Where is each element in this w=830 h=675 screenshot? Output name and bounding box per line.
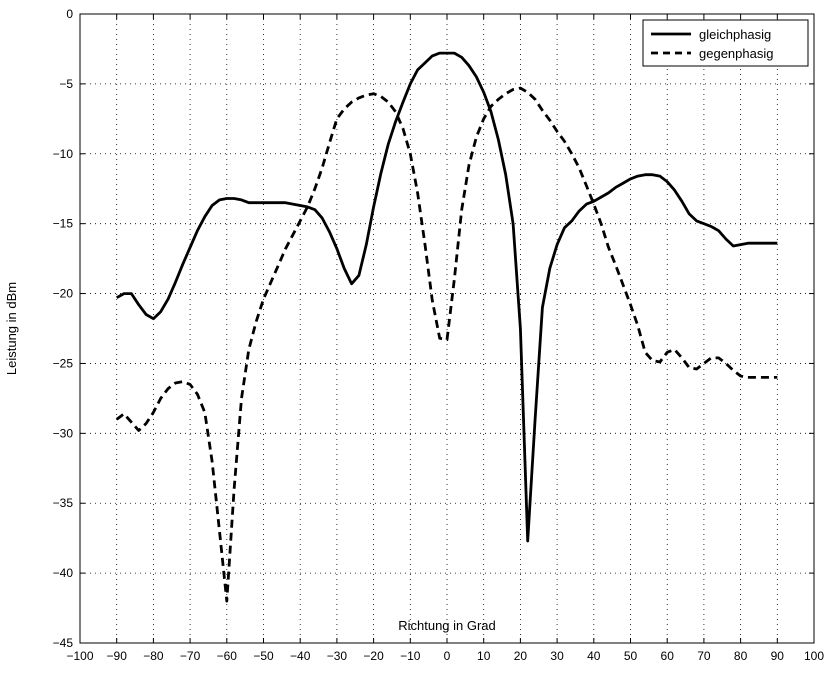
legend: gleichphasig gegenphasig xyxy=(642,19,809,67)
x-tick-label: 10 xyxy=(477,649,491,663)
legend-label-gegenphasig: gegenphasig xyxy=(699,46,773,61)
x-tick-label: 0 xyxy=(444,649,451,663)
y-tick-label: −20 xyxy=(53,287,74,301)
x-tick-label: −30 xyxy=(327,649,348,663)
x-tick-label: −60 xyxy=(217,649,238,663)
x-axis-label: Richtung in Grad xyxy=(398,618,496,633)
x-tick-label: 30 xyxy=(550,649,564,663)
x-tick-label: 100 xyxy=(804,649,824,663)
x-tick-label: 60 xyxy=(661,649,675,663)
x-tick-label: 20 xyxy=(514,649,528,663)
x-tick-label: 70 xyxy=(697,649,711,663)
y-tick-labels: 0 −5 −10 −15 −20 −25 −30 −35 −40 −45 xyxy=(53,7,74,650)
x-tick-label: 90 xyxy=(771,649,785,663)
y-tick-label: −25 xyxy=(53,356,74,370)
y-tick-label: −45 xyxy=(53,636,74,650)
x-tick-label: −10 xyxy=(400,649,421,663)
x-tick-label: −80 xyxy=(143,649,164,663)
series-line-gegenphasig xyxy=(115,86,778,603)
y-tick-label: −5 xyxy=(59,77,73,91)
x-tick-labels: −100 −90 −80 −70 −60 −50 −40 −30 −20 −10 0 10 20 30 40… xyxy=(66,649,824,663)
y-axis-label: Leistung in dBm xyxy=(4,282,19,375)
x-tick-label: −50 xyxy=(253,649,274,663)
y-tick-label: −40 xyxy=(53,566,74,580)
x-tick-label: −40 xyxy=(290,649,311,663)
series-line-gleichphasig xyxy=(116,51,778,543)
axis-ticks xyxy=(79,13,815,644)
y-tick-label: 0 xyxy=(66,7,73,21)
y-tick-label: −15 xyxy=(53,217,74,231)
legend-box xyxy=(642,19,809,67)
x-tick-label: −100 xyxy=(66,649,93,663)
legend-label-gleichphasig: gleichphasig xyxy=(699,27,771,42)
x-tick-label: −70 xyxy=(180,649,201,663)
x-tick-label: −90 xyxy=(107,649,128,663)
x-tick-label: −20 xyxy=(363,649,384,663)
x-tick-label: 40 xyxy=(587,649,601,663)
y-tick-label: −35 xyxy=(53,496,74,510)
x-tick-label: 80 xyxy=(734,649,748,663)
y-tick-label: −10 xyxy=(53,147,74,161)
series-layer xyxy=(115,51,778,603)
y-tick-label: −30 xyxy=(53,426,74,440)
x-tick-label: 50 xyxy=(624,649,638,663)
